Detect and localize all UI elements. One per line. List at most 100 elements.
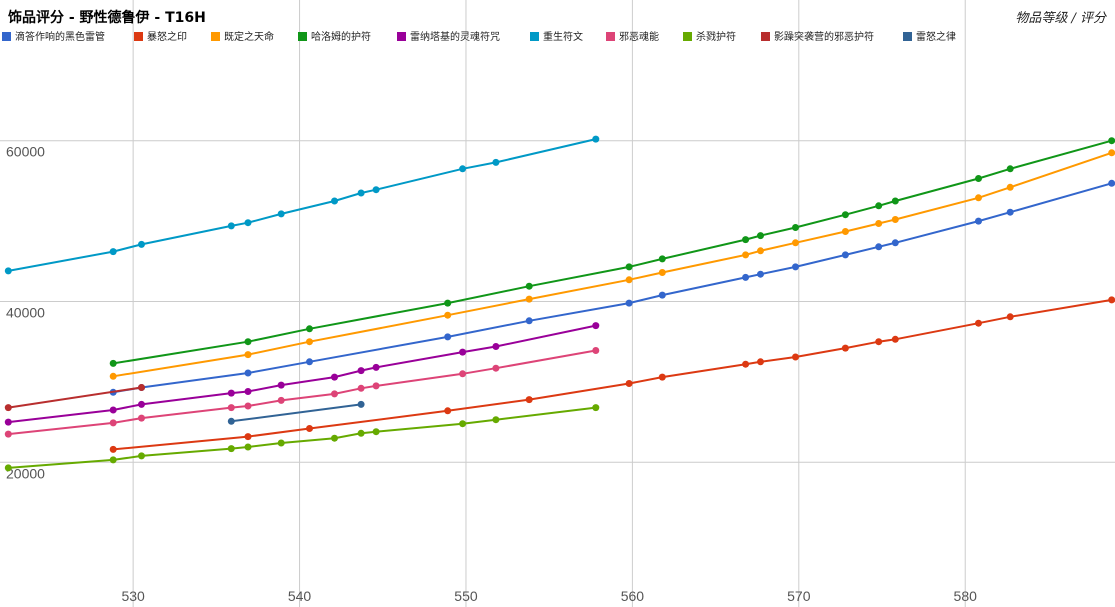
data-point <box>792 224 799 231</box>
data-point <box>658 291 666 299</box>
legend-item: 滴答作响的黑色雷管 <box>2 30 105 43</box>
data-point <box>841 251 849 259</box>
legend-swatch <box>2 32 11 41</box>
data-point <box>525 317 533 325</box>
legend-label: 滴答作响的黑色雷管 <box>15 30 105 43</box>
chart-title: 饰品评分 - 野性德鲁伊 - T16H <box>8 9 206 26</box>
legend-label: 邪恶魂能 <box>619 30 659 43</box>
legend-label: 雷纳塔基的灵魂符咒 <box>410 30 500 43</box>
data-point <box>227 445 235 453</box>
data-point <box>331 373 338 381</box>
data-point <box>841 211 849 219</box>
series-line <box>8 406 596 469</box>
data-point <box>357 384 365 392</box>
data-point <box>492 364 500 372</box>
series-line <box>8 138 597 272</box>
series-8 <box>4 404 600 472</box>
data-point <box>4 267 12 275</box>
data-point <box>492 343 500 350</box>
data-point <box>1108 296 1115 304</box>
data-point <box>742 360 750 368</box>
data-point <box>4 418 12 426</box>
data-point <box>492 416 500 424</box>
data-point <box>331 390 338 398</box>
data-point <box>138 414 145 422</box>
data-point <box>875 202 883 210</box>
data-point <box>138 240 145 248</box>
data-point <box>592 322 600 330</box>
data-point <box>372 363 380 371</box>
data-point <box>244 338 252 346</box>
data-point <box>244 388 252 395</box>
data-point <box>975 217 982 225</box>
series-line <box>113 151 1113 378</box>
data-point <box>1006 183 1014 191</box>
series-5 <box>4 322 600 426</box>
data-point <box>841 344 849 352</box>
data-point <box>4 404 12 412</box>
data-point <box>444 311 452 319</box>
legend-swatch <box>903 32 912 41</box>
data-point <box>444 407 452 415</box>
axis-tick-labels: 530 540 550 560 570 580 20000 40000 60000 <box>6 144 977 604</box>
x-tick-label: 550 <box>454 588 478 604</box>
data-point <box>525 282 533 290</box>
data-point <box>244 351 252 359</box>
series-line <box>8 349 596 436</box>
series-line <box>8 324 597 424</box>
data-point <box>331 434 338 442</box>
legend: 滴答作响的黑色雷管 暴怒之印 既定之天命 哈洛姆的护符 雷纳塔基的灵魂符咒 重生符文 邪恶魂… <box>2 30 956 43</box>
series-line <box>8 386 142 409</box>
legend-item: 影躁突袭营的邪恶护符 <box>761 30 874 43</box>
legend-item: 既定之天命 <box>211 30 274 43</box>
data-point <box>459 370 467 378</box>
legend-item: 雷怒之律 <box>903 30 956 43</box>
series-line <box>113 139 1112 365</box>
x-tick-label: 580 <box>954 588 978 604</box>
data-point <box>244 219 252 227</box>
data-point <box>306 358 313 366</box>
data-point <box>875 338 883 346</box>
data-point <box>492 158 500 166</box>
legend-swatch <box>298 32 307 41</box>
data-point <box>372 186 380 194</box>
legend-swatch <box>397 32 406 41</box>
series-2 <box>109 296 1115 453</box>
data-point <box>1006 165 1014 173</box>
data-point <box>227 404 235 412</box>
data-point <box>1006 313 1014 321</box>
data-point <box>757 270 764 278</box>
legend-swatch <box>761 32 770 41</box>
data-point <box>109 419 117 427</box>
data-point <box>372 428 380 436</box>
legend-item: 哈洛姆的护符 <box>298 30 371 43</box>
legend-label: 影躁突袭营的邪恶护符 <box>774 30 874 43</box>
series-line <box>113 298 1112 451</box>
x-tick-label: 570 <box>787 588 811 604</box>
data-point <box>227 389 235 397</box>
data-point <box>891 197 899 205</box>
data-point <box>444 333 452 341</box>
data-point <box>4 464 12 472</box>
data-point <box>306 325 313 333</box>
data-point <box>109 445 117 453</box>
legend-item: 重生符文 <box>530 30 583 43</box>
data-point <box>975 175 982 182</box>
data-point <box>227 417 235 425</box>
data-point <box>757 247 764 255</box>
data-point <box>244 369 252 377</box>
data-point <box>357 400 365 408</box>
data-point <box>891 335 899 343</box>
legend-swatch <box>683 32 692 41</box>
data-point <box>459 348 467 356</box>
series-6 <box>4 135 600 275</box>
data-point <box>357 429 365 437</box>
data-point <box>891 216 899 223</box>
data-point <box>742 251 750 259</box>
data-point <box>1108 149 1115 157</box>
data-point <box>306 338 313 346</box>
data-point <box>792 263 799 271</box>
data-point <box>357 367 365 375</box>
data-point <box>658 373 666 381</box>
